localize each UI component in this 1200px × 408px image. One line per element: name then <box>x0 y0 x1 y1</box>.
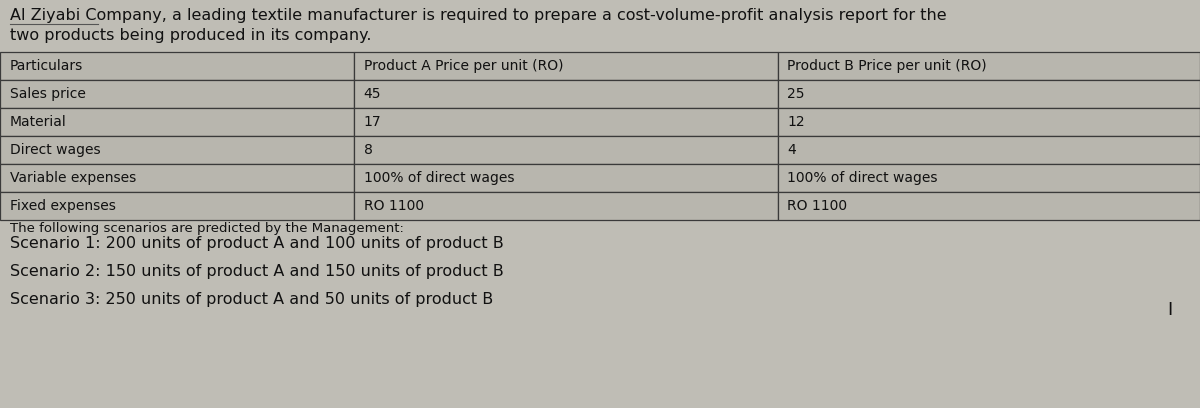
Text: 4: 4 <box>787 143 796 157</box>
Bar <box>0 136 354 164</box>
Bar <box>354 164 778 192</box>
Text: The following scenarios are predicted by the Management:: The following scenarios are predicted by… <box>10 222 403 235</box>
Text: 25: 25 <box>787 87 805 101</box>
Bar <box>778 164 1200 192</box>
Text: RO 1100: RO 1100 <box>364 199 424 213</box>
Bar <box>354 136 778 164</box>
Bar <box>354 80 778 108</box>
Text: Scenario 2: 150 units of product A and 150 units of product B: Scenario 2: 150 units of product A and 1… <box>10 264 503 279</box>
Text: two products being produced in its company.: two products being produced in its compa… <box>10 28 371 43</box>
Bar <box>354 108 778 136</box>
Text: Product A Price per unit (RO): Product A Price per unit (RO) <box>364 59 563 73</box>
Bar <box>778 192 1200 220</box>
Text: Particulars: Particulars <box>10 59 83 73</box>
Text: 45: 45 <box>364 87 382 101</box>
Text: 100% of direct wages: 100% of direct wages <box>364 171 514 185</box>
Bar <box>0 52 354 80</box>
Text: Product B Price per unit (RO): Product B Price per unit (RO) <box>787 59 986 73</box>
Bar <box>0 192 354 220</box>
Text: 17: 17 <box>364 115 382 129</box>
Bar <box>778 136 1200 164</box>
Text: Variable expenses: Variable expenses <box>10 171 136 185</box>
Bar <box>354 192 778 220</box>
Text: Fixed expenses: Fixed expenses <box>10 199 115 213</box>
Text: Material: Material <box>10 115 66 129</box>
Text: Direct wages: Direct wages <box>10 143 101 157</box>
Text: Scenario 3: 250 units of product A and 50 units of product B: Scenario 3: 250 units of product A and 5… <box>10 292 493 307</box>
Bar <box>0 80 354 108</box>
Bar <box>778 52 1200 80</box>
Bar <box>778 80 1200 108</box>
Bar <box>0 108 354 136</box>
Bar <box>0 164 354 192</box>
Text: 100% of direct wages: 100% of direct wages <box>787 171 937 185</box>
Bar <box>354 52 778 80</box>
Bar <box>778 108 1200 136</box>
Text: Scenario 1: 200 units of product A and 100 units of product B: Scenario 1: 200 units of product A and 1… <box>10 236 503 251</box>
Text: Sales price: Sales price <box>10 87 85 101</box>
Text: 12: 12 <box>787 115 805 129</box>
Text: RO 1100: RO 1100 <box>787 199 847 213</box>
Text: I: I <box>1168 301 1172 319</box>
Text: 8: 8 <box>364 143 372 157</box>
Text: Al Ziyabi Company, a leading textile manufacturer is required to prepare a cost-: Al Ziyabi Company, a leading textile man… <box>10 8 947 23</box>
